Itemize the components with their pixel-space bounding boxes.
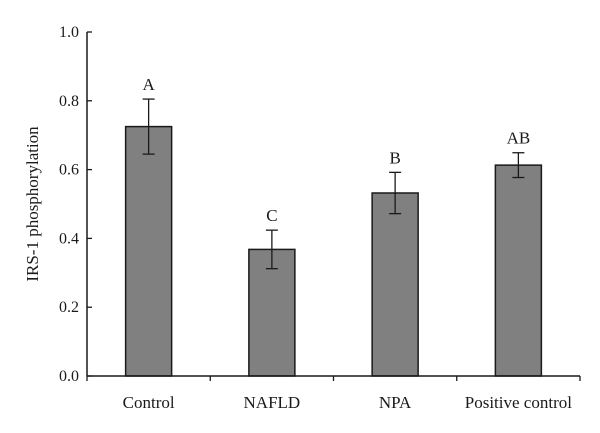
x-tick-label-2: NPA — [379, 393, 412, 412]
significance-label-2: B — [389, 148, 400, 167]
bar-2 — [371, 192, 419, 377]
y-axis-title: IRS-1 phosphorylation — [23, 126, 42, 282]
significance-label-1: C — [266, 206, 277, 225]
y-tick-label-0: 0.0 — [59, 368, 79, 385]
bar-3 — [494, 164, 543, 377]
y-tick-label-3: 0.6 — [59, 162, 79, 179]
y-tick-label-1: 0.2 — [59, 299, 79, 316]
bar-1 — [248, 248, 296, 377]
x-tick-label-0: Control — [123, 393, 175, 412]
y-tick-label-2: 0.4 — [59, 230, 79, 247]
plot-area: A Control C NAFLD B NPA AB Positive control 0.0 0… — [59, 24, 581, 412]
y-tick-label-5: 1.0 — [59, 24, 79, 41]
significance-label-3: AB — [507, 129, 531, 148]
x-tick-label-1: NAFLD — [244, 393, 301, 412]
bar-0 — [124, 125, 173, 377]
y-tick-label-4: 0.8 — [59, 93, 79, 110]
significance-label-0: A — [142, 75, 155, 94]
x-tick-label-3: Positive control — [465, 393, 572, 412]
